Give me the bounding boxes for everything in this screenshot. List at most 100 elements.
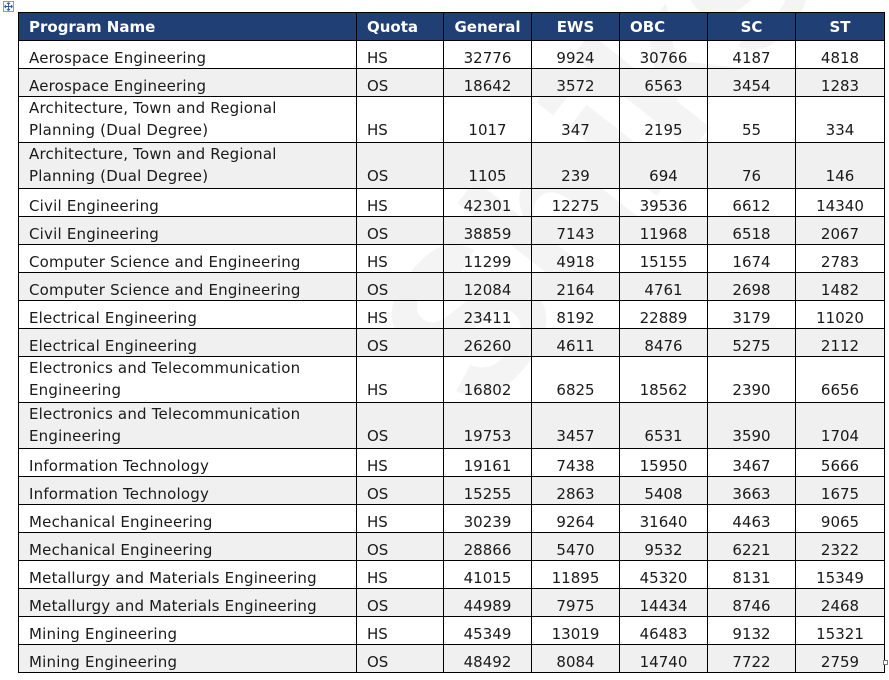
cell-obc: 694 [619, 142, 708, 189]
cell-obc: 14740 [619, 644, 708, 673]
table-row: Aerospace Engineering OS 18642 3572 6563 3454… [18, 68, 885, 97]
cell-obc: 15155 [619, 244, 708, 273]
cell-quota: OS [356, 68, 444, 97]
cell-sc: 6221 [707, 532, 796, 561]
cell-quota: OS [356, 142, 444, 189]
table-resize-handle-icon[interactable] [883, 660, 888, 665]
cell-ews: 13019 [531, 616, 620, 645]
cell-ews: 8084 [531, 644, 620, 673]
cell-ews: 6825 [531, 356, 620, 403]
cell-st: 1704 [795, 402, 885, 449]
cell-program: Civil Engineering [18, 216, 357, 245]
cell-general: 12084 [443, 272, 532, 301]
table-row: Electronics and Telecommunication Engine… [18, 356, 885, 403]
cell-ews: 11895 [531, 560, 620, 589]
table-body: Aerospace Engineering HS 32776 9924 30766 418… [18, 40, 885, 673]
cell-sc: 7722 [707, 644, 796, 673]
cell-sc: 9132 [707, 616, 796, 645]
header-sc: SC [707, 12, 796, 41]
cell-program: Mechanical Engineering [18, 532, 357, 561]
cell-st: 2759 [795, 644, 885, 673]
cell-obc: 46483 [619, 616, 708, 645]
table-row: Architecture, Town and Regional Planning… [18, 96, 885, 143]
cell-general: 19753 [443, 402, 532, 449]
table-row: Computer Science and Engineering OS 12084 2… [18, 272, 885, 301]
cell-ews: 239 [531, 142, 620, 189]
cell-program: Mechanical Engineering [18, 504, 357, 533]
cell-obc: 6531 [619, 402, 708, 449]
cell-sc: 3454 [707, 68, 796, 97]
cell-program: Information Technology [18, 476, 357, 505]
cell-obc: 8476 [619, 328, 708, 357]
cell-program: Metallurgy and Materials Engineering [18, 588, 357, 617]
cell-obc: 4761 [619, 272, 708, 301]
cell-program: Electronics and Telecommunication Engine… [18, 356, 357, 403]
cell-ews: 12275 [531, 188, 620, 217]
cell-sc: 76 [707, 142, 796, 189]
cell-obc: 11968 [619, 216, 708, 245]
cell-general: 30239 [443, 504, 532, 533]
table-row: Computer Science and Engineering HS 11299 4… [18, 244, 885, 273]
cell-obc: 45320 [619, 560, 708, 589]
cell-ews: 2164 [531, 272, 620, 301]
header-st: ST [795, 12, 885, 41]
table-row: Metallurgy and Materials Engineering OS 44… [18, 588, 885, 617]
cell-st: 14340 [795, 188, 885, 217]
cell-program: Aerospace Engineering [18, 68, 357, 97]
table-move-handle-icon[interactable] [3, 1, 14, 12]
cell-quota: OS [356, 532, 444, 561]
table-row: Civil Engineering OS 38859 7143 11968 6518 206… [18, 216, 885, 245]
cell-quota: OS [356, 476, 444, 505]
cell-st: 1283 [795, 68, 885, 97]
cell-obc: 30766 [619, 40, 708, 69]
cell-st: 2112 [795, 328, 885, 357]
cell-general: 38859 [443, 216, 532, 245]
cell-quota: OS [356, 328, 444, 357]
header-general: General [443, 12, 532, 41]
table-row: Information Technology OS 15255 2863 5408 366… [18, 476, 885, 505]
cell-general: 18642 [443, 68, 532, 97]
cell-st: 2468 [795, 588, 885, 617]
cell-sc: 2390 [707, 356, 796, 403]
cell-sc: 2698 [707, 272, 796, 301]
cell-general: 44989 [443, 588, 532, 617]
cell-sc: 55 [707, 96, 796, 143]
cell-sc: 8131 [707, 560, 796, 589]
cell-program: Architecture, Town and Regional Planning… [18, 142, 357, 189]
cell-sc: 1674 [707, 244, 796, 273]
cell-sc: 4187 [707, 40, 796, 69]
cell-sc: 3663 [707, 476, 796, 505]
cell-quota: HS [356, 300, 444, 329]
cell-quota: HS [356, 96, 444, 143]
cell-ews: 7975 [531, 588, 620, 617]
table-row: Metallurgy and Materials Engineering HS 41… [18, 560, 885, 589]
cell-sc: 3467 [707, 448, 796, 477]
table-header-row: Program Name Quota General EWS OBC SC ST [18, 12, 885, 41]
table-row: Mechanical Engineering OS 28866 5470 9532 622… [18, 532, 885, 561]
cell-program: Computer Science and Engineering [18, 272, 357, 301]
cell-st: 2783 [795, 244, 885, 273]
table-row: Architecture, Town and Regional Planning… [18, 142, 885, 189]
cell-st: 9065 [795, 504, 885, 533]
table-row: Mining Engineering OS 48492 8084 14740 7722 27… [18, 644, 885, 673]
cell-sc: 3590 [707, 402, 796, 449]
table-row: Civil Engineering HS 42301 12275 39536 6612 14… [18, 188, 885, 217]
cell-st: 15349 [795, 560, 885, 589]
cell-ews: 4918 [531, 244, 620, 273]
cell-st: 6656 [795, 356, 885, 403]
cell-ews: 2863 [531, 476, 620, 505]
table-row: Mechanical Engineering HS 30239 9264 31640 44… [18, 504, 885, 533]
cell-general: 11299 [443, 244, 532, 273]
cell-general: 19161 [443, 448, 532, 477]
cell-sc: 6518 [707, 216, 796, 245]
cell-obc: 22889 [619, 300, 708, 329]
cell-program: Mining Engineering [18, 616, 357, 645]
cell-obc: 39536 [619, 188, 708, 217]
cell-sc: 8746 [707, 588, 796, 617]
cell-ews: 347 [531, 96, 620, 143]
cell-ews: 4611 [531, 328, 620, 357]
table-row: Electrical Engineering OS 26260 4611 8476 527… [18, 328, 885, 357]
cell-ews: 8192 [531, 300, 620, 329]
cutoff-table: Program Name Quota General EWS OBC SC ST… [18, 12, 885, 673]
cell-obc: 5408 [619, 476, 708, 505]
